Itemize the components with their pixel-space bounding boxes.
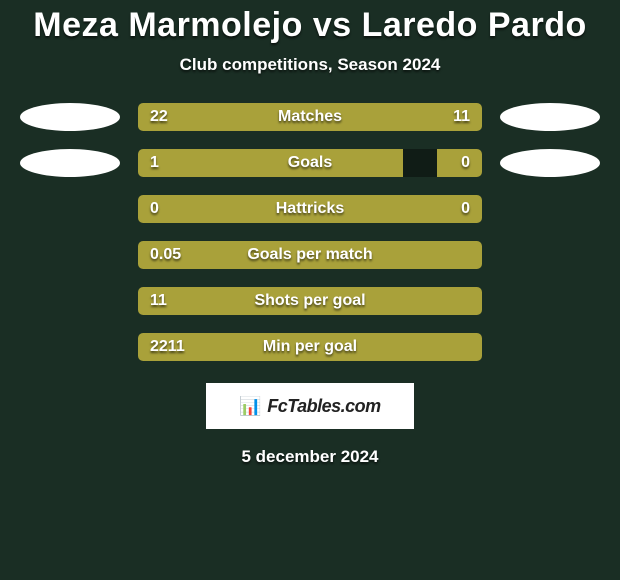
player-right-bubble: [500, 149, 600, 177]
subtitle: Club competitions, Season 2024: [0, 55, 620, 75]
bar-fill-left: [138, 195, 482, 223]
logo-text: FcTables.com: [267, 396, 380, 417]
page-title: Meza Marmolejo vs Laredo Pardo: [0, 6, 620, 45]
stat-bar: 2211Min per goal: [138, 333, 482, 361]
player-right-bubble: [500, 103, 600, 131]
stats-container: 2211Matches 10Goals 00Hattricks 0.05Goals p…: [0, 103, 620, 361]
bubble-spacer: [500, 287, 600, 315]
bar-fill-right: [367, 103, 482, 131]
stat-bar: 11Shots per goal: [138, 287, 482, 315]
player-left-bubble: [20, 149, 120, 177]
bar-fill-left: [138, 103, 367, 131]
bubble-spacer: [500, 241, 600, 269]
stat-row: 00Hattricks: [0, 195, 620, 223]
fctables-logo: 📊 FcTables.com: [206, 383, 414, 429]
bar-fill-left: [138, 333, 482, 361]
bubble-spacer: [20, 333, 120, 361]
chart-icon: 📊: [239, 396, 261, 417]
stat-row: 0.05Goals per match: [0, 241, 620, 269]
bar-fill-left: [138, 241, 482, 269]
stat-row: 2211Min per goal: [0, 333, 620, 361]
bubble-spacer: [20, 195, 120, 223]
stat-row: 11Shots per goal: [0, 287, 620, 315]
stat-row: 10Goals: [0, 149, 620, 177]
stat-bar: 00Hattricks: [138, 195, 482, 223]
content-wrapper: Meza Marmolejo vs Laredo Pardo Club comp…: [0, 0, 620, 580]
bar-fill-right: [437, 149, 482, 177]
bar-fill-left: [138, 149, 403, 177]
player-left-bubble: [20, 103, 120, 131]
stat-bar: 0.05Goals per match: [138, 241, 482, 269]
stat-row: 2211Matches: [0, 103, 620, 131]
bubble-spacer: [500, 333, 600, 361]
bubble-spacer: [500, 195, 600, 223]
stat-bar: 10Goals: [138, 149, 482, 177]
stat-bar: 2211Matches: [138, 103, 482, 131]
bubble-spacer: [20, 241, 120, 269]
date-label: 5 december 2024: [0, 447, 620, 467]
bar-fill-left: [138, 287, 482, 315]
bubble-spacer: [20, 287, 120, 315]
